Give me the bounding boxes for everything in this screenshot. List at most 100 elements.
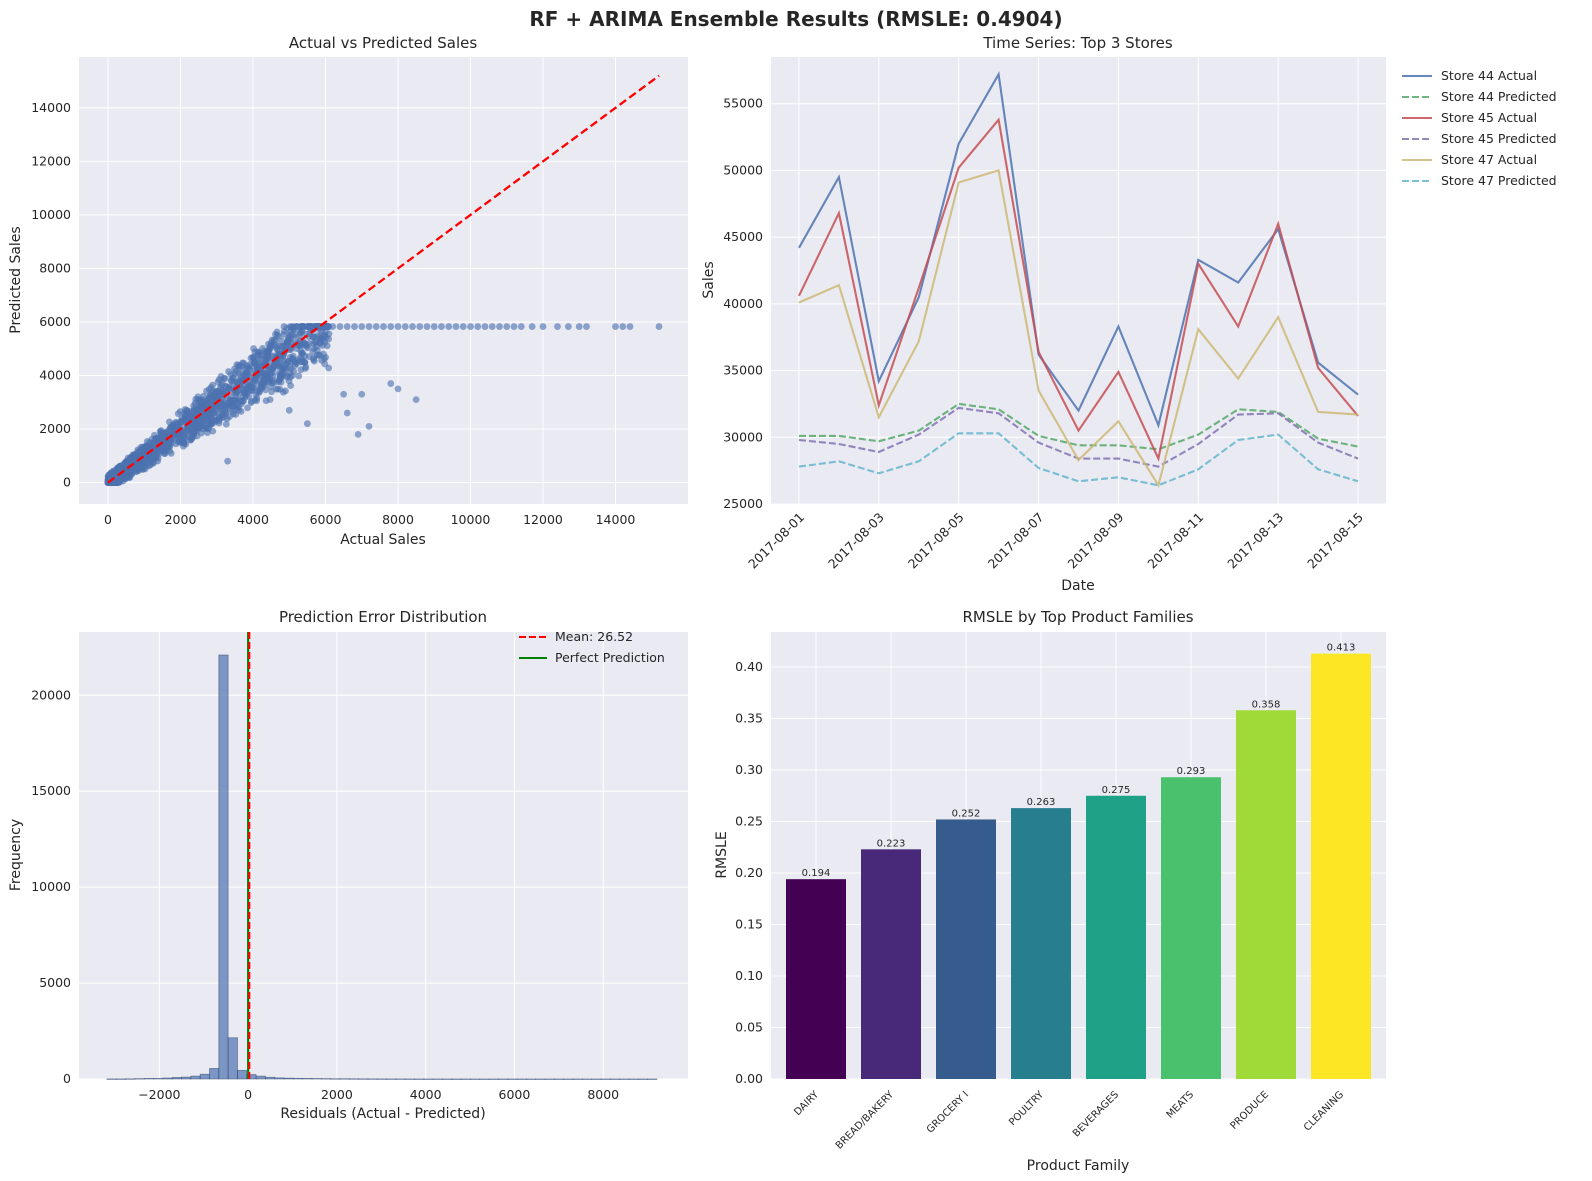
histogram-bar xyxy=(553,1078,565,1080)
scatter-point xyxy=(394,323,402,330)
rmsle-panel: 0.194 0.223 0.252 0.263 0.275 0.293 0.358 0.413… xyxy=(714,608,1386,1174)
histogram-bar xyxy=(470,1078,481,1080)
scatter-point xyxy=(269,369,276,376)
scatter-point xyxy=(312,343,320,350)
histogram-bar xyxy=(479,1078,490,1080)
timeseries-x-ticks: 2017-08-01 2017-08-03 2017-08-05 2017-08-07… xyxy=(745,509,1366,571)
rmsle-y-tick-label: 0.00 xyxy=(735,1071,763,1086)
rmsle-bar-value-label: 0.223 xyxy=(877,838,906,849)
scatter-point xyxy=(394,385,402,393)
histogram-y-tick-label: 10000 xyxy=(31,879,71,894)
scatter-point xyxy=(612,323,619,330)
rmsle-bar xyxy=(1311,653,1371,1079)
scatter-point xyxy=(194,395,202,403)
scatter-point xyxy=(138,446,146,453)
rmsle-title: RMSLE by Top Product Families xyxy=(962,608,1193,626)
rmsle-x-tick-label: CLEANING xyxy=(1302,1089,1346,1133)
scatter-y-tick-label: 8000 xyxy=(39,260,71,275)
scatter-point xyxy=(297,347,305,355)
scatter-point xyxy=(274,385,282,393)
histogram-bar xyxy=(320,1078,332,1080)
scatter-point xyxy=(416,323,424,330)
scatter-point xyxy=(322,323,329,330)
scatter-point xyxy=(263,371,271,379)
scatter-point xyxy=(655,323,663,330)
histogram-title: Prediction Error Distribution xyxy=(279,608,487,626)
scatter-point xyxy=(179,438,187,446)
scatter-point xyxy=(245,393,253,400)
timeseries-line-store-45-actual xyxy=(798,117,1359,462)
histogram-legend-label: Mean: 26.52 xyxy=(555,629,633,644)
timeseries-legend-label: Store 45 Predicted xyxy=(1441,131,1557,146)
histogram-bar xyxy=(209,1068,220,1080)
rmsle-bar-value-label: 0.252 xyxy=(952,808,981,819)
scatter-y-tick-label: 10000 xyxy=(31,207,71,222)
scatter-point xyxy=(300,323,308,330)
histogram-bar xyxy=(516,1078,527,1080)
scatter-point xyxy=(564,323,572,330)
histogram-bar xyxy=(581,1078,593,1080)
histogram-bar xyxy=(488,1078,499,1080)
scatter-point xyxy=(309,348,317,356)
rmsle-bar xyxy=(1011,808,1071,1079)
scatter-point xyxy=(295,372,303,380)
scatter-point xyxy=(503,323,511,330)
histogram-bar xyxy=(423,1078,434,1080)
scatter-points xyxy=(104,323,663,486)
histogram-bars xyxy=(106,654,658,1080)
scatter-point xyxy=(626,323,634,330)
scatter-point xyxy=(273,331,281,339)
scatter-point xyxy=(265,348,272,356)
histogram-bar xyxy=(404,1078,415,1080)
scatter-x-tick-label: 8000 xyxy=(382,512,414,527)
scatter-point xyxy=(279,370,287,378)
scatter-point xyxy=(323,342,331,350)
histogram-bar xyxy=(181,1076,192,1080)
histogram-bar xyxy=(162,1077,173,1080)
rmsle-y-tick-label: 0.05 xyxy=(735,1020,763,1035)
scatter-point xyxy=(220,398,227,406)
scatter-point xyxy=(510,323,518,330)
scatter-point xyxy=(336,323,344,330)
scatter-grid xyxy=(79,57,688,504)
scatter-point xyxy=(286,323,294,330)
histogram-bar xyxy=(302,1078,313,1080)
rmsle-y-tick-label: 0.40 xyxy=(735,659,763,674)
histogram-bar xyxy=(563,1078,574,1080)
scatter-y-tick-label: 6000 xyxy=(39,314,71,329)
timeseries-lines xyxy=(798,71,1359,488)
rmsle-y-tick-label: 0.10 xyxy=(735,968,763,983)
rmsle-bar-value-label: 0.293 xyxy=(1177,766,1206,777)
scatter-panel: 0 2000 4000 6000 8000 10000 12000 14000 0 2000 40… xyxy=(8,34,688,548)
histogram-bar xyxy=(330,1078,341,1080)
scatter-point xyxy=(387,380,395,387)
scatter-y-tick-label: 0 xyxy=(63,475,71,490)
histogram-x-label: Residuals (Actual - Predicted) xyxy=(280,1106,485,1122)
rmsle-x-label: Product Family xyxy=(1027,1158,1130,1174)
timeseries-title: Time Series: Top 3 Stores xyxy=(982,34,1172,52)
scatter-point xyxy=(256,362,264,370)
scatter-point xyxy=(365,422,373,430)
scatter-point xyxy=(124,473,132,481)
histogram-x-tick-label: 8000 xyxy=(587,1087,619,1102)
scatter-point xyxy=(228,402,235,410)
histogram-bar xyxy=(125,1078,136,1080)
histogram-reference-lines xyxy=(247,632,251,1079)
rmsle-x-tick-label: BREAD/BAKERY xyxy=(834,1089,897,1152)
histogram-plot-area xyxy=(79,632,688,1079)
scatter-point xyxy=(297,366,305,374)
scatter-point xyxy=(250,345,258,352)
scatter-x-tick-label: 2000 xyxy=(165,512,197,527)
histogram-y-tick-label: 20000 xyxy=(31,687,71,702)
histogram-bar xyxy=(367,1078,378,1080)
timeseries-line-store-47-actual xyxy=(798,169,1359,488)
rmsle-y-tick-label: 0.20 xyxy=(735,865,763,880)
scatter-point xyxy=(255,356,263,363)
scatter-point xyxy=(358,323,366,330)
histogram-bar xyxy=(143,1078,154,1080)
histogram-bar xyxy=(171,1077,182,1080)
histogram-bar xyxy=(339,1078,350,1080)
timeseries-legend-label: Store 44 Actual xyxy=(1441,68,1537,83)
scatter-point xyxy=(452,323,460,330)
histogram-bar xyxy=(609,1078,621,1080)
